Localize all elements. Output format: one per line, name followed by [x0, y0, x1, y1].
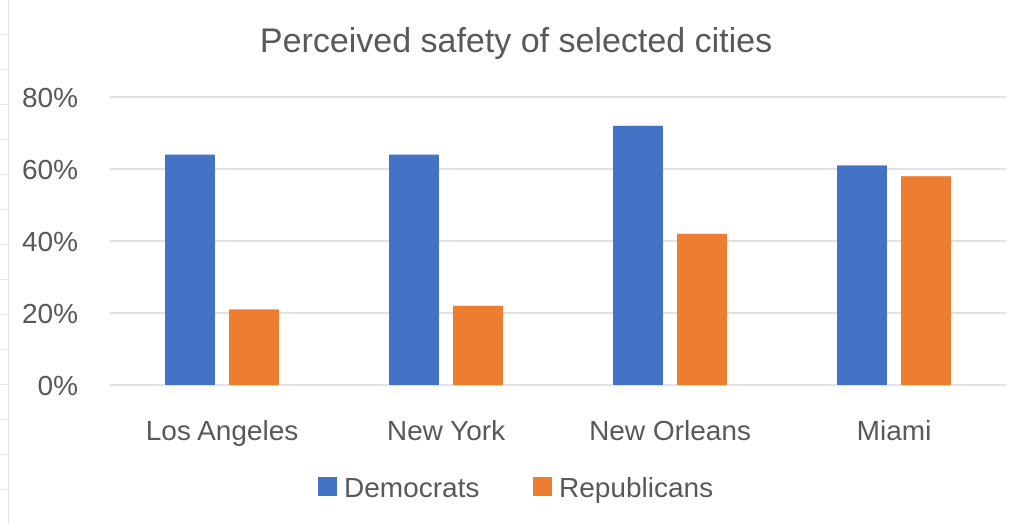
bars: [165, 125, 951, 386]
legend-swatch-republicans: [533, 477, 552, 496]
x-category-label: Los Angeles: [146, 415, 299, 446]
sheet-gridlines: [0, 0, 9, 524]
x-axis-categories: Los Angeles New York New Orleans Miami: [146, 415, 932, 446]
y-tick-label: 0%: [38, 370, 78, 401]
legend: Democrats Republicans: [318, 472, 713, 503]
bar-republicans-new-orleans: [677, 233, 727, 385]
legend-label-republicans: Republicans: [559, 472, 713, 503]
y-tick-label: 20%: [22, 298, 78, 329]
bar-democrats-los-angeles: [165, 154, 215, 385]
bar-republicans-new-york: [453, 305, 503, 385]
bar-republicans-miami: [901, 176, 951, 385]
x-category-label: Miami: [857, 415, 932, 446]
legend-swatch-democrats: [318, 477, 337, 496]
bar-democrats-new-orleans: [613, 125, 663, 386]
y-tick-label: 40%: [22, 226, 78, 257]
y-axis-ticks: 0% 20% 40% 60% 80%: [22, 82, 78, 401]
y-tick-label: 80%: [22, 82, 78, 113]
bar-democrats-new-york: [389, 154, 439, 385]
bar-democrats-miami: [837, 165, 887, 385]
y-tick-label: 60%: [22, 154, 78, 185]
legend-label-democrats: Democrats: [344, 472, 479, 503]
x-category-label: New Orleans: [589, 415, 751, 446]
chart-title: Perceived safety of selected cities: [260, 22, 772, 60]
bar-republicans-los-angeles: [229, 309, 279, 385]
x-category-label: New York: [387, 415, 506, 446]
